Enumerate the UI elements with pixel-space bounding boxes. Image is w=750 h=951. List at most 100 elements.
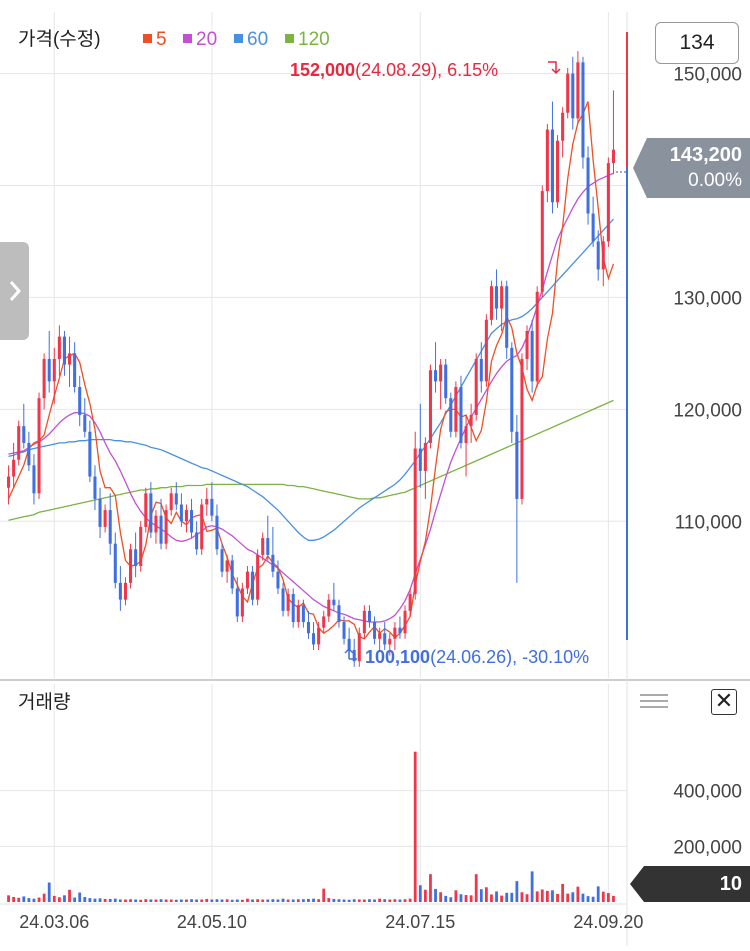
volume-bar <box>225 899 229 902</box>
candle <box>174 482 178 511</box>
candle-body <box>261 538 265 555</box>
candle-body <box>251 571 255 600</box>
candle-body <box>215 515 219 550</box>
volume-bar <box>266 899 270 902</box>
candle-body <box>434 370 438 382</box>
candle <box>164 504 168 550</box>
candle-body <box>550 129 554 203</box>
candle <box>373 616 377 645</box>
volume-bar <box>47 882 51 902</box>
candle-body <box>83 414 87 432</box>
high-detail: (24.08.29), 6.15% <box>355 60 498 80</box>
menu-icon[interactable] <box>640 690 668 714</box>
candle <box>312 622 316 651</box>
candle-count-button[interactable]: 134 <box>655 22 739 64</box>
close-icon[interactable]: ✕ <box>711 689 737 715</box>
candle-body <box>17 426 21 460</box>
candle-body <box>561 112 565 141</box>
volume-bar <box>571 892 575 902</box>
volume-bar <box>63 895 66 902</box>
candle-body <box>474 358 478 415</box>
candle <box>256 549 260 606</box>
candle-body <box>312 633 316 645</box>
candle <box>317 622 321 651</box>
volume-bar <box>342 899 346 902</box>
volume-bar <box>103 898 107 902</box>
ma-line-5 <box>7 101 615 640</box>
candle-body <box>342 622 346 639</box>
volume-bar <box>113 898 117 902</box>
candle-body <box>139 526 143 567</box>
volume-bar <box>301 899 305 902</box>
volume-bar <box>88 898 92 902</box>
candle-body <box>195 532 199 550</box>
candle <box>601 235 605 287</box>
candle <box>210 482 214 522</box>
volume-bar <box>159 899 163 902</box>
candle <box>154 510 158 544</box>
candle-body <box>245 571 249 589</box>
volume-bar <box>373 899 376 902</box>
volume-bar <box>510 892 514 902</box>
candle-body <box>591 213 595 242</box>
candle-body <box>596 241 600 270</box>
candle-body <box>7 476 11 488</box>
candle <box>469 403 473 443</box>
current-volume: 10 <box>719 873 742 895</box>
volume-bar <box>530 871 534 902</box>
volume-bar <box>413 751 417 902</box>
candle <box>378 627 382 651</box>
volume-bar <box>68 889 71 902</box>
candle-body <box>388 638 392 645</box>
candle-body <box>479 358 483 382</box>
candle <box>118 566 122 611</box>
candle-body <box>403 610 407 634</box>
candle-body <box>327 599 331 617</box>
volume-bar <box>545 890 549 902</box>
volume-bar <box>403 899 407 902</box>
volume-bar <box>469 895 473 902</box>
volume-bar <box>291 899 295 902</box>
candle <box>337 599 341 628</box>
current-change: 0.00% <box>688 170 742 191</box>
candle-body <box>489 286 493 320</box>
candle-body <box>373 622 377 639</box>
candle <box>301 599 305 628</box>
volume-bar <box>32 898 36 902</box>
candle-body <box>500 286 504 309</box>
candle <box>540 185 544 298</box>
volume-bar <box>500 895 504 902</box>
candle <box>220 543 224 578</box>
candle <box>515 414 519 583</box>
candle-body <box>505 286 509 348</box>
candle-body <box>413 448 417 595</box>
volume-tick-label: 200,000 <box>673 837 742 858</box>
chart-title: 가격(수정) <box>18 28 101 50</box>
candle <box>535 286 539 387</box>
candle <box>245 566 249 595</box>
candle-body <box>47 358 51 382</box>
volume-bar <box>149 899 153 902</box>
candle-body <box>164 510 168 544</box>
volume-bar <box>606 893 610 902</box>
volume-bar <box>271 899 275 902</box>
candle <box>413 431 417 600</box>
volume-bar <box>378 898 382 902</box>
side-panel-toggle[interactable] <box>0 242 29 340</box>
volume-bar <box>57 897 61 902</box>
candle-body <box>362 610 366 634</box>
candle-body <box>205 498 209 505</box>
volume-bar <box>27 898 31 902</box>
candle-body <box>230 560 234 589</box>
candle <box>418 403 422 488</box>
volume-bar <box>495 891 498 902</box>
candle <box>606 157 610 248</box>
volume-bar <box>484 887 488 902</box>
candle <box>17 420 21 466</box>
candle-body <box>154 515 158 533</box>
current-volume-tag: 10 <box>630 866 750 902</box>
candle <box>52 347 56 404</box>
volume-bar <box>459 894 463 902</box>
candle-body <box>129 549 133 583</box>
